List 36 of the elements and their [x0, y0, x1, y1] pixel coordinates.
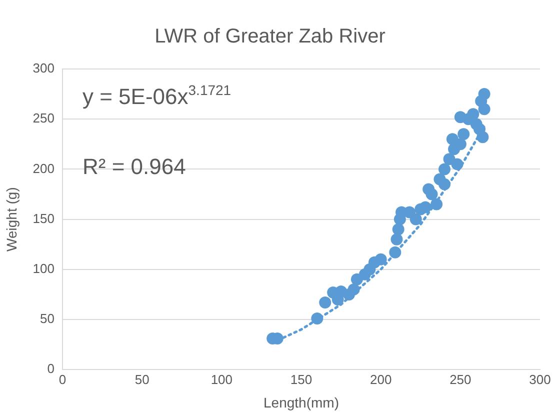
point — [476, 131, 489, 144]
x-tick-label: 250 — [450, 372, 472, 387]
point — [438, 178, 450, 190]
point — [319, 296, 332, 308]
point — [311, 312, 324, 324]
point — [426, 188, 438, 200]
point — [458, 128, 470, 140]
point — [410, 213, 422, 226]
x-tick-label: 0 — [58, 372, 66, 387]
point — [390, 233, 403, 246]
y-tick-label: 150 — [32, 210, 54, 226]
point — [419, 201, 432, 214]
annotation: R² = 0.964 — [82, 154, 186, 179]
point — [348, 283, 360, 296]
point — [438, 163, 450, 176]
y-tick-label: 250 — [32, 110, 54, 126]
point — [389, 246, 402, 258]
y-axis-title: Weight (g) — [3, 187, 20, 252]
point — [478, 103, 490, 116]
point — [430, 198, 443, 210]
y-tick-label: 300 — [32, 60, 54, 76]
y-tick-label: 50 — [40, 311, 54, 326]
x-tick-label: 50 — [134, 372, 150, 387]
x-tick-label: 200 — [370, 372, 392, 387]
point — [392, 223, 404, 236]
x-tick-label: 100 — [210, 372, 233, 387]
x-tick-label: 150 — [290, 372, 312, 387]
x-axis-title: Length(mm) — [264, 394, 339, 410]
x-tick-label: 300 — [529, 372, 551, 387]
y-tick-label: 200 — [32, 160, 54, 176]
point — [478, 88, 490, 100]
point — [374, 253, 387, 266]
point — [451, 158, 464, 170]
chart-title: LWR of Greater Zab River — [154, 26, 386, 48]
y-tick-label: 0 — [47, 361, 54, 376]
y-tick-label: 100 — [32, 260, 54, 276]
